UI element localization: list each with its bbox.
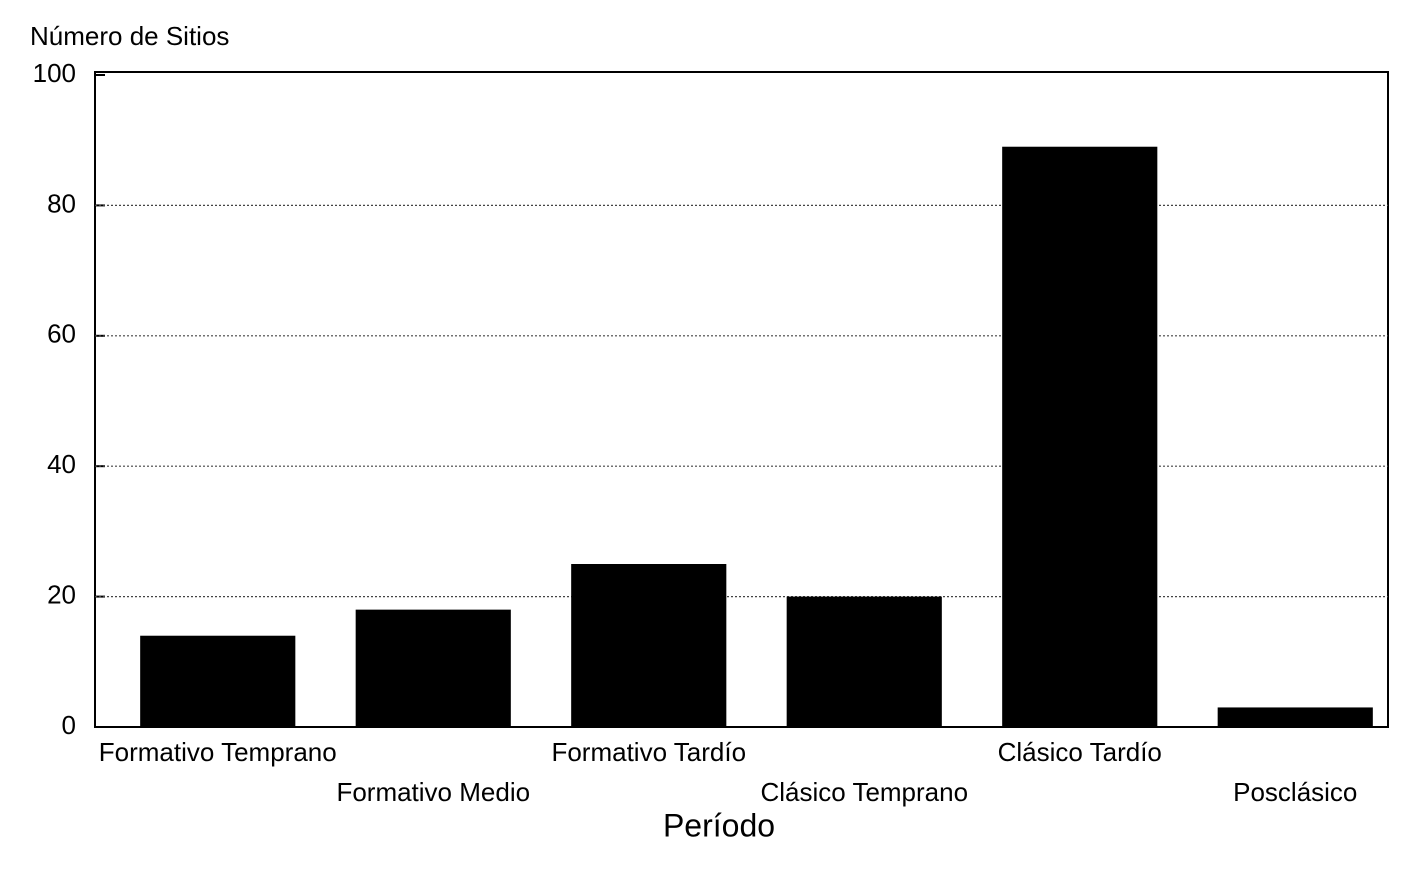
y-tick-label: 80: [47, 188, 76, 218]
x-tick-label: Formativo Temprano: [99, 737, 337, 767]
y-tick-label: 40: [47, 449, 76, 479]
x-tick-label: Clásico Tardío: [998, 737, 1162, 767]
y-tick-label: 60: [47, 319, 76, 349]
y-tick-label: 100: [33, 58, 76, 88]
x-tick-label: Posclásico: [1233, 777, 1357, 807]
plot-frame: [94, 71, 1389, 728]
bar: [786, 596, 942, 727]
x-axis-title: Período: [663, 807, 775, 843]
x-tick-label: Formativo Tardío: [551, 737, 746, 767]
bar: [355, 609, 511, 727]
y-tick-label: 0: [62, 710, 76, 740]
bar: [140, 635, 296, 727]
x-tick-label: Formativo Medio: [336, 777, 530, 807]
bar: [1002, 146, 1158, 728]
bar: [571, 564, 727, 727]
x-tick-label: Clásico Temprano: [760, 777, 968, 807]
bar: [1217, 707, 1373, 727]
y-tick-label: 20: [47, 579, 76, 609]
y-axis-title: Número de Sitios: [30, 21, 229, 51]
